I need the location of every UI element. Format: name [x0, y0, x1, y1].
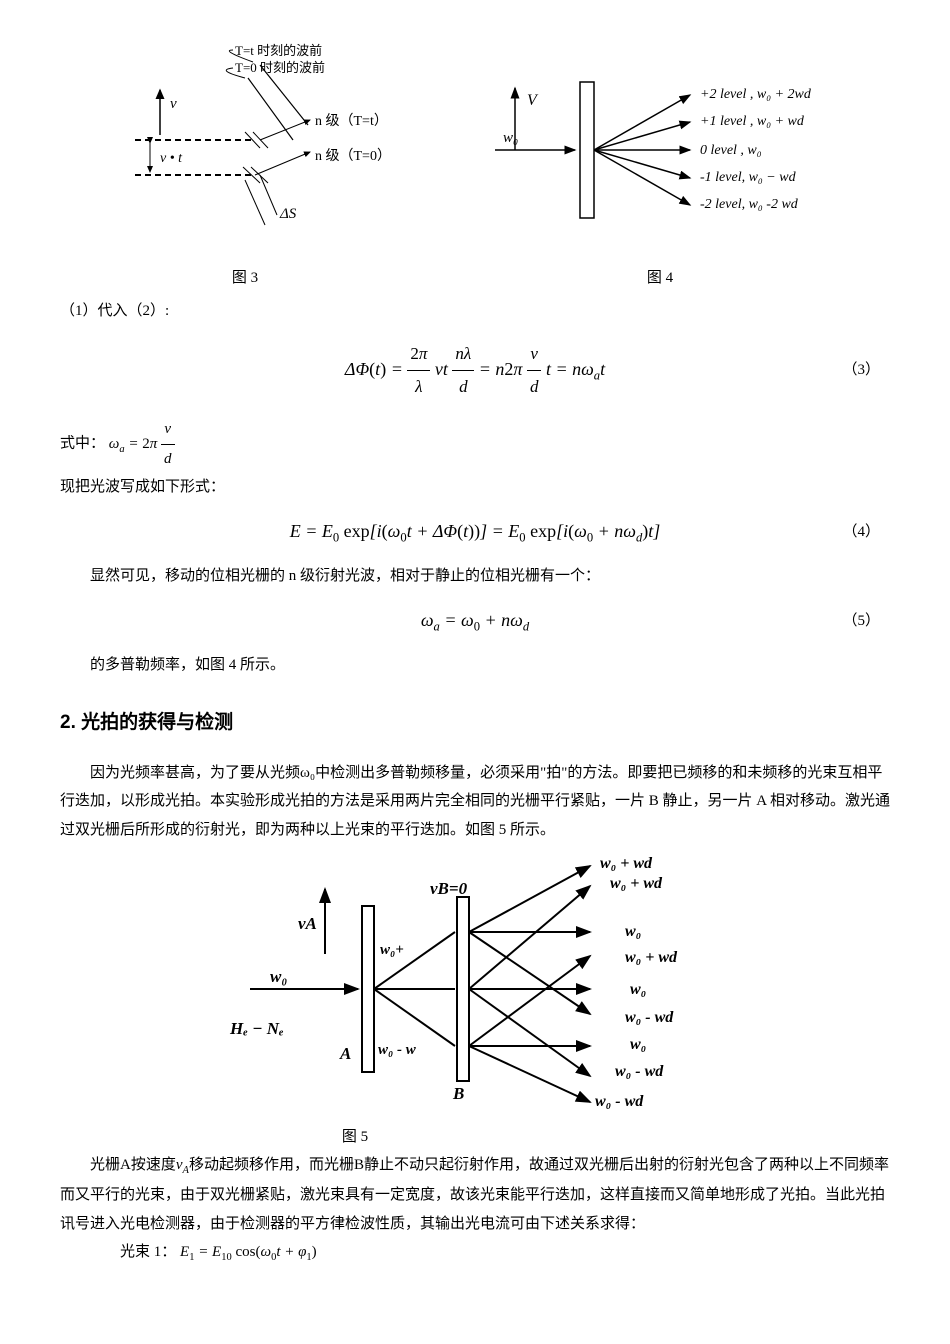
para-gratingA: 光栅A按速度vA移动起频移作用，而光栅B静止不动只起衍射作用，故通过双光栅后出射… [60, 1151, 890, 1238]
para-evidently: 显然可见，移动的位相光栅的 n 级衍射光波，相对于静止的位相光栅有一个： [60, 562, 890, 591]
eq5-number: （5） [842, 607, 880, 636]
fig5-label-vB0: vB=0 [430, 879, 468, 898]
text-where: 式中： ωa = 2π vd [60, 415, 890, 473]
figure-5-svg: vA vB=0 w₀ Hₑ − Nₑ A w₀+ w₀ - w B w₀ + w… [195, 844, 755, 1114]
figure-4-container: V w₀ +2 level , w₀ + 2wd +1 level , w₀ +… [475, 60, 845, 292]
fig5-out1: w₀ + wd [600, 855, 653, 872]
equation-4: E = E0 exp[i(ω0t + ΔΦ(t))] = E0 exp[i(ω0… [60, 514, 890, 551]
fig3-label-wavefront-0: T=0 时刻的波前 [235, 60, 325, 75]
para-because: 因为光频率甚高，为了要从光频ω₀中检测出多普勒频移量，必须采用"拍"的方法。即要… [60, 759, 890, 845]
fig5-out9: w₀ - wd [595, 1093, 644, 1110]
fig5-label-w0-left: w₀ [270, 967, 287, 986]
fig4-level-minus1: -1 level, w₀ − wd [700, 170, 797, 185]
figure-4-caption: 图 4 [475, 264, 845, 293]
fig5-label-A: A [339, 1044, 351, 1063]
figure-5-container: vA vB=0 w₀ Hₑ − Nₑ A w₀+ w₀ - w B w₀ + w… [60, 844, 890, 1151]
fig5-out6: w₀ - wd [625, 1009, 674, 1026]
figure-4-svg: V w₀ +2 level , w₀ + 2wd +1 level , w₀ +… [475, 60, 845, 250]
equation-3: ΔΦ(t) = 2πλ vt nλd = n2π vd t = nωat （3） [60, 338, 890, 404]
text-substitute: （1）代入（2）: [60, 297, 890, 326]
fig5-label-vA: vA [298, 914, 317, 933]
fig3-label-deltaS: ΔS [279, 206, 297, 222]
fig3-label-nlevel-0: n 级（T=0） [315, 148, 385, 164]
fig3-label-wavefront-t: T=t 时刻的波前 [235, 43, 322, 58]
figure-3-caption: 图 3 [105, 264, 385, 293]
beam1-label: 光束 1： [120, 1244, 176, 1260]
section-2-heading: 2. 光拍的获得与检测 [60, 705, 890, 741]
fig5-out2: w₀ + wd [610, 875, 663, 892]
fig4-level-plus1: +1 level , w₀ + wd [700, 114, 805, 129]
text-where-prefix: 式中： [60, 436, 105, 452]
fig5-out7: w₀ [630, 1036, 646, 1053]
fig3-label-v: v [170, 96, 177, 112]
para-doppler: 的多普勒频率，如图 4 所示。 [60, 651, 890, 680]
fig4-level-minus2: -2 level, w₀ -2 wd [700, 197, 799, 212]
eq4-number: （4） [842, 518, 880, 547]
eq3-number: （3） [842, 356, 880, 385]
text-write-wave: 现把光波写成如下形式： [60, 473, 890, 502]
fig4-level-plus2: +2 level , w₀ + 2wd [700, 87, 812, 102]
fig4-label-w0: w₀ [503, 130, 518, 146]
beam1-line: 光束 1： E1 = E10 cos(ω0t + φ1) [60, 1238, 890, 1268]
fig5-out5: w₀ [630, 981, 646, 998]
figure-3-svg: T=t 时刻的波前 T=0 时刻的波前 v v • t n 级（T=t [105, 40, 385, 250]
fig3-label-nlevel-t: n 级（T=t） [315, 113, 385, 129]
fig5-label-B: B [452, 1084, 464, 1103]
equation-5: ωa = ω0 + nωd （5） [60, 603, 890, 640]
para-gratingA-1: 光栅A按速度 [90, 1157, 176, 1173]
fig3-label-vt: v • t [160, 151, 183, 166]
fig5-label-w0minusw: w₀ - w [378, 1042, 417, 1058]
fig5-out3: w₀ [625, 923, 641, 940]
figures-3-4-row: T=t 时刻的波前 T=0 时刻的波前 v v • t n 级（T=t [60, 40, 890, 292]
fig4-level-0: 0 level , w₀ [700, 143, 762, 158]
figure-5-caption: 图 5 [0, 1123, 770, 1152]
fig5-out8: w₀ - wd [615, 1063, 664, 1080]
fig4-label-V: V [527, 92, 539, 109]
fig5-label-HeNe: Hₑ − Nₑ [229, 1019, 284, 1038]
fig5-label-w0plus: w₀+ [380, 942, 404, 958]
figure-3-container: T=t 时刻的波前 T=0 时刻的波前 v v • t n 级（T=t [105, 40, 385, 292]
fig5-out4: w₀ + wd [625, 949, 678, 966]
